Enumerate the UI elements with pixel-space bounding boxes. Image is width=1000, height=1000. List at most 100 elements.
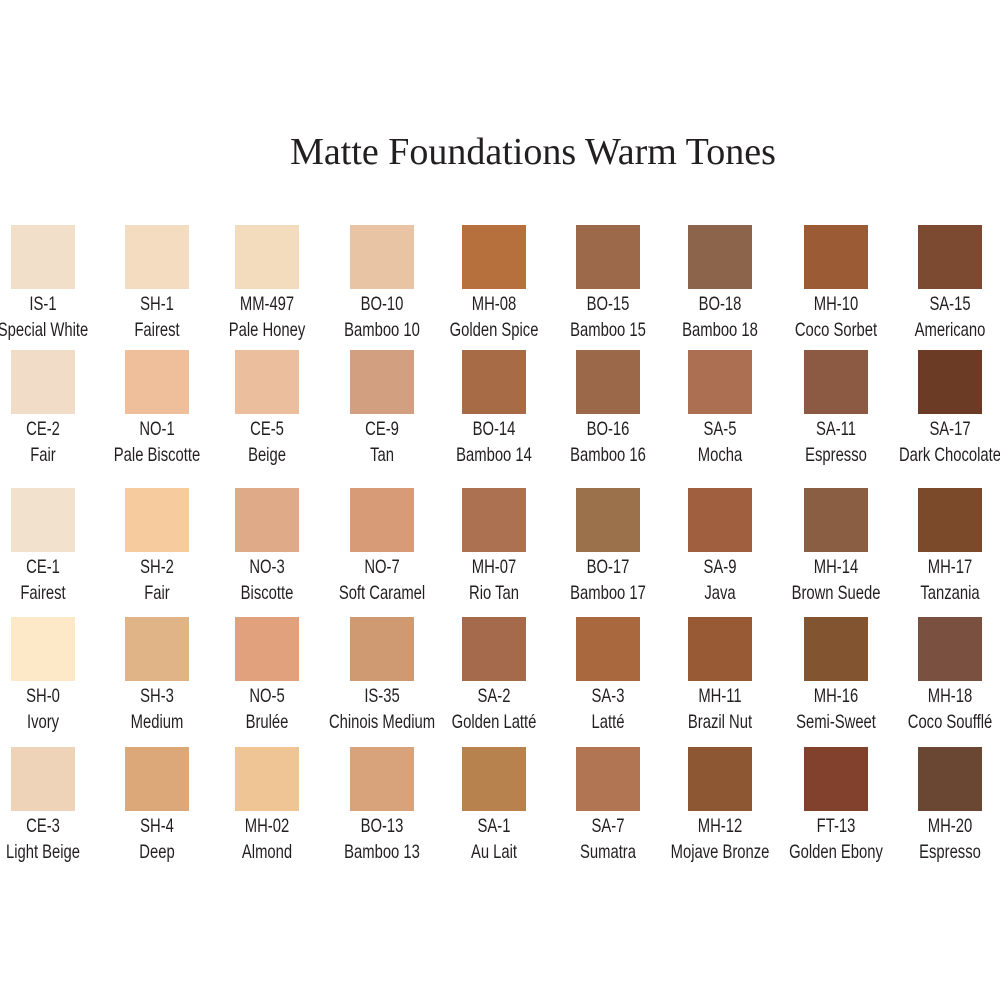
- swatch-color: [804, 225, 868, 289]
- swatch: CE-3 Light Beige: [6, 747, 80, 862]
- swatch-name: Bamboo 18: [682, 319, 758, 340]
- swatch-color: [11, 617, 75, 681]
- swatch-name: Au Lait: [471, 841, 517, 862]
- swatch-name: Latté: [592, 711, 625, 732]
- swatch: SH-3 Medium: [125, 617, 189, 732]
- swatch-color: [11, 350, 75, 414]
- swatch-color: [918, 747, 982, 811]
- swatch-color: [576, 617, 640, 681]
- swatch-color: [688, 617, 752, 681]
- swatch-name: Semi-Sweet: [796, 711, 876, 732]
- swatch-name: Mojave Bronze: [671, 841, 770, 862]
- swatch-name: Bamboo 17: [570, 582, 646, 603]
- swatch-name: Coco Soufflé: [908, 711, 992, 732]
- swatch-name: Pale Biscotte: [114, 444, 200, 465]
- swatch-color: [235, 617, 299, 681]
- swatch-color: [350, 747, 414, 811]
- swatch: CE-1 Fairest: [11, 488, 75, 603]
- swatch: BO-14 Bamboo 14: [456, 350, 532, 465]
- swatch: FT-13 Golden Ebony: [789, 747, 883, 862]
- swatch-name: Fair: [144, 582, 170, 603]
- swatch-color: [688, 488, 752, 552]
- swatch: SA-5 Mocha: [688, 350, 752, 465]
- swatch-code: SH-2: [140, 556, 174, 577]
- swatch-color: [576, 225, 640, 289]
- swatch: CE-2 Fair: [11, 350, 75, 465]
- swatch-code: MH-11: [698, 685, 741, 706]
- swatch-color: [462, 617, 526, 681]
- swatch: MH-20 Espresso: [918, 747, 982, 862]
- swatch-name: Brazil Nut: [688, 711, 752, 732]
- swatch: MH-08 Golden Spice: [450, 225, 539, 340]
- swatch-code: SH-1: [140, 293, 174, 314]
- swatch-code: MH-17: [928, 556, 972, 577]
- swatch-color: [235, 225, 299, 289]
- swatch: MH-17 Tanzania: [918, 488, 982, 603]
- swatch: IS-1 Special White: [0, 225, 88, 340]
- swatch: CE-5 Beige: [235, 350, 299, 465]
- swatch-code: MH-02: [245, 815, 289, 836]
- swatch-code: SA-7: [592, 815, 625, 836]
- swatch-code: BO-18: [699, 293, 742, 314]
- swatch-code: IS-1: [29, 293, 56, 314]
- swatch-name: Almond: [242, 841, 292, 862]
- swatch-code: CE-2: [26, 418, 60, 439]
- swatch: SA-17 Dark Chocolate: [899, 350, 1000, 465]
- swatch: MH-18 Coco Soufflé: [908, 617, 992, 732]
- swatch-code: CE-9: [365, 418, 399, 439]
- swatch-color: [125, 617, 189, 681]
- swatch-name: Bamboo 14: [456, 444, 532, 465]
- swatch-code: MH-07: [472, 556, 516, 577]
- swatch-code: CE-3: [26, 815, 60, 836]
- swatch-code: FT-13: [817, 815, 856, 836]
- swatch-name: Fairest: [20, 582, 65, 603]
- swatch-color: [125, 225, 189, 289]
- swatch-code: SH-3: [140, 685, 174, 706]
- swatch: BO-13 Bamboo 13: [344, 747, 420, 862]
- swatch-color: [576, 350, 640, 414]
- swatch: MH-14 Brown Suede: [792, 488, 880, 603]
- swatch-name: Soft Caramel: [339, 582, 425, 603]
- swatch-name: Fairest: [134, 319, 179, 340]
- swatch: SA-15 Americano: [915, 225, 985, 340]
- swatch: BO-17 Bamboo 17: [570, 488, 646, 603]
- swatch-color: [235, 488, 299, 552]
- swatch-name: Biscotte: [241, 582, 294, 603]
- swatch: SA-9 Java: [688, 488, 752, 603]
- swatch: SH-4 Deep: [125, 747, 189, 862]
- swatch-name: Golden Latté: [452, 711, 537, 732]
- swatch-color: [11, 747, 75, 811]
- swatch-color: [688, 747, 752, 811]
- swatch-code: MH-20: [928, 815, 972, 836]
- swatch-code: SA-3: [592, 685, 625, 706]
- swatch-name: Bamboo 15: [570, 319, 646, 340]
- swatch-name: Medium: [131, 711, 184, 732]
- swatch-color: [125, 350, 189, 414]
- swatch-name: Special White: [0, 319, 88, 340]
- swatch-code: NO-5: [249, 685, 284, 706]
- swatch-color: [350, 350, 414, 414]
- swatch-code: SA-5: [704, 418, 737, 439]
- swatch-code: BO-13: [361, 815, 404, 836]
- swatch-code: BO-10: [361, 293, 404, 314]
- swatch: NO-7 Soft Caramel: [339, 488, 425, 603]
- swatch-name: Fair: [30, 444, 56, 465]
- swatch-name: Brulée: [246, 711, 289, 732]
- swatch-color: [350, 225, 414, 289]
- swatch-color: [804, 350, 868, 414]
- swatch-code: MH-08: [472, 293, 516, 314]
- swatch-name: Sumatra: [580, 841, 636, 862]
- swatch-name: Ivory: [27, 711, 59, 732]
- swatch-name: Light Beige: [6, 841, 80, 862]
- swatch-color: [804, 488, 868, 552]
- swatch-name: Golden Ebony: [789, 841, 883, 862]
- swatch-name: Golden Spice: [450, 319, 539, 340]
- swatch-name: Bamboo 16: [570, 444, 646, 465]
- title: Matte Foundations Warm Tones: [290, 131, 776, 173]
- swatch-code: SA-15: [929, 293, 970, 314]
- swatch: MH-02 Almond: [235, 747, 299, 862]
- swatch: IS-35 Chinois Medium: [329, 617, 435, 732]
- swatch: SH-0 Ivory: [11, 617, 75, 732]
- swatch: SA-2 Golden Latté: [452, 617, 537, 732]
